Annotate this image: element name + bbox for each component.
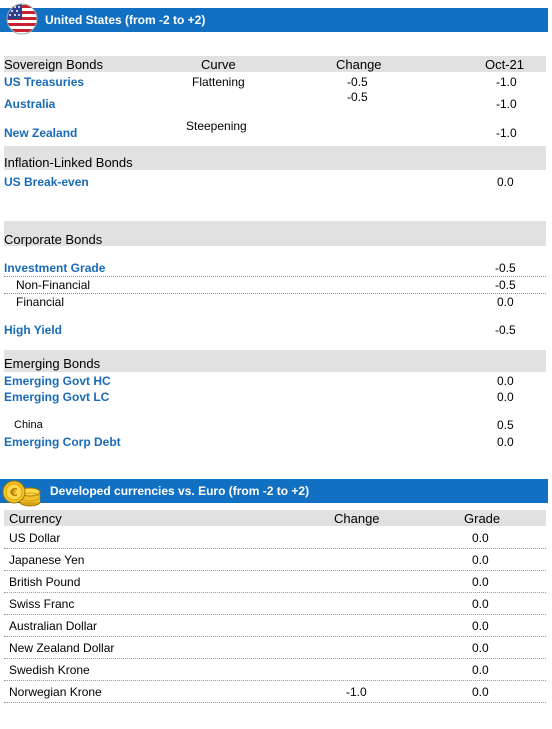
sovereign-row-name[interactable]: Australia xyxy=(4,97,56,111)
row-divider xyxy=(4,592,546,593)
currency-row-name: Japanese Yen xyxy=(9,553,85,567)
row-divider xyxy=(4,680,546,681)
curve-header: Curve xyxy=(201,57,236,72)
sovereign-row-name[interactable]: US Treasuries xyxy=(4,75,85,89)
us-flag-icon xyxy=(6,3,38,35)
inflation-header-band xyxy=(4,146,546,170)
currency-row-change: -1.0 xyxy=(346,685,367,699)
sovereign-header-band xyxy=(4,56,546,72)
currency-row-grade: 0.0 xyxy=(472,575,489,589)
currency-row-name: Swiss Franc xyxy=(9,597,75,611)
row-divider xyxy=(4,658,546,659)
currency-row-name: Australian Dollar xyxy=(9,619,98,633)
emerging-row-name: China xyxy=(14,419,43,431)
row-divider xyxy=(4,570,546,571)
grade-header: Grade xyxy=(464,511,501,526)
corporate-row-value: -0.5 xyxy=(495,323,516,337)
sovereign-row-curve: Steepening xyxy=(186,119,247,133)
corporate-row-name[interactable]: High Yield xyxy=(4,323,63,337)
corporate-header: Corporate Bonds xyxy=(4,232,103,247)
svg-text:€: € xyxy=(9,486,18,499)
currency-row-name: US Dollar xyxy=(9,531,61,545)
currency-row-name: New Zealand Dollar xyxy=(9,641,115,655)
emerging-header-band xyxy=(4,350,546,372)
row-divider xyxy=(4,614,546,615)
corporate-row-name[interactable]: Investment Grade xyxy=(4,261,106,275)
row-divider xyxy=(4,702,546,703)
currency-row-grade: 0.0 xyxy=(472,619,489,633)
currency-row-name: Swedish Krone xyxy=(9,663,90,677)
corporate-row-value: -0.5 xyxy=(495,278,516,292)
period-header: Oct-21 xyxy=(485,57,525,72)
emerging-row-name[interactable]: Emerging Corp Debt xyxy=(4,435,121,449)
emerging-row-value: 0.0 xyxy=(497,374,514,388)
row-divider xyxy=(4,276,546,277)
row-divider xyxy=(4,636,546,637)
change-header: Change xyxy=(336,57,382,72)
corporate-row-name: Financial xyxy=(16,295,65,309)
sovereign-row-curve: Flattening xyxy=(192,75,245,89)
emerging-row-value: 0.5 xyxy=(497,418,514,432)
row-divider xyxy=(4,548,546,549)
inflation-row-name[interactable]: US Break-even xyxy=(4,175,89,189)
bonds-banner xyxy=(0,8,548,32)
corporate-row-value: -0.5 xyxy=(495,261,516,275)
currency-change-header: Change xyxy=(334,511,380,526)
currency-row-grade: 0.0 xyxy=(472,663,489,677)
currency-row-name: Norwegian Krone xyxy=(9,685,102,699)
currencies-section-title: Developed currencies vs. Euro (from -2 t… xyxy=(50,484,310,498)
currency-header: Currency xyxy=(9,511,62,526)
emerging-row-value: 0.0 xyxy=(497,435,514,449)
emerging-row-name[interactable]: Emerging Govt HC xyxy=(4,374,111,388)
inflation-row-value: 0.0 xyxy=(497,175,514,189)
corporate-header-band xyxy=(4,221,546,246)
inflation-header: Inflation-Linked Bonds xyxy=(4,155,133,170)
currencies-banner xyxy=(0,479,548,503)
currency-row-grade: 0.0 xyxy=(472,597,489,611)
sovereign-row-value: -1.0 xyxy=(496,75,517,89)
emerging-row-value: 0.0 xyxy=(497,390,514,404)
sovereign-row-value: -1.0 xyxy=(496,126,517,140)
currency-row-grade: 0.0 xyxy=(472,553,489,567)
currency-row-grade: 0.0 xyxy=(472,685,489,699)
corporate-row-value: 0.0 xyxy=(497,295,514,309)
sovereign-row-change: -0.5 xyxy=(347,90,368,104)
gold-coins-icon: € xyxy=(2,472,42,508)
emerging-header: Emerging Bonds xyxy=(4,356,101,371)
currency-row-grade: 0.0 xyxy=(472,641,489,655)
sovereign-row-change: -0.5 xyxy=(347,75,368,89)
currency-header-band xyxy=(4,510,546,526)
corporate-row-name: Non-Financial xyxy=(16,278,91,292)
currency-row-grade: 0.0 xyxy=(472,531,489,545)
row-divider xyxy=(4,293,546,294)
emerging-row-name[interactable]: Emerging Govt LC xyxy=(4,390,110,404)
currency-row-name: British Pound xyxy=(9,575,81,589)
bonds-section-title: United States (from -2 to +2) xyxy=(45,13,206,27)
sovereign-row-value: -1.0 xyxy=(496,97,517,111)
sovereign-bonds-header: Sovereign Bonds xyxy=(4,57,104,72)
sovereign-row-name[interactable]: New Zealand xyxy=(4,126,78,140)
